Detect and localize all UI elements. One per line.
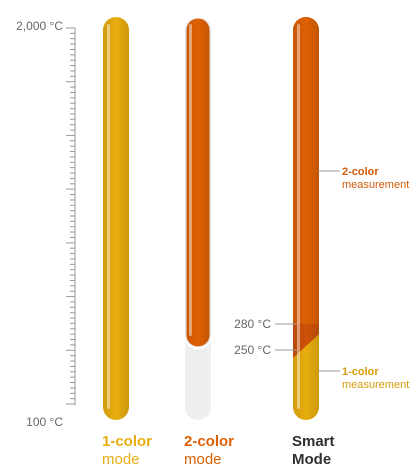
threshold-250-label: 250 °C [234, 343, 271, 357]
temperature-scale: 2,000 °C 100 °C [16, 19, 76, 429]
two-color-mode-bar [183, 15, 213, 420]
smart-mode-bar [293, 17, 319, 420]
caption-one-color-mode: 1-color mode [102, 433, 152, 468]
caption-one-color-light: mode [102, 451, 140, 468]
annotation-lower-light: measurement [342, 379, 409, 391]
caption-two-color-bold: 2-color [184, 433, 234, 450]
one-color-mode-bar [103, 17, 129, 420]
one-color-bar-highlight [107, 24, 110, 409]
threshold-280: 280 °C [234, 317, 297, 331]
caption-two-color-light: mode [184, 451, 222, 468]
smart-bar-highlight [297, 24, 300, 409]
annotation-lower-bold: 1-color [342, 366, 379, 378]
scale-bottom-label: 100 °C [26, 415, 63, 429]
caption-smart-light: Mode [292, 451, 331, 468]
threshold-250: 250 °C [234, 343, 297, 357]
two-color-inactive-range [185, 336, 211, 420]
scale-ticks [66, 27, 75, 405]
caption-one-color-bold: 1-color [102, 433, 152, 450]
annotation-upper-bold: 2-color [342, 166, 379, 178]
annotation-upper-light: measurement [342, 179, 409, 191]
threshold-280-label: 280 °C [234, 317, 271, 331]
caption-smart-bold: Smart [292, 433, 335, 450]
annotation-two-color-measurement: 2-color measurement [318, 166, 409, 191]
caption-smart-mode: Smart Mode [292, 433, 335, 468]
scale-top-label: 2,000 °C [16, 19, 63, 33]
two-color-bar-highlight [189, 24, 192, 336]
annotation-one-color-measurement: 1-color measurement [318, 366, 409, 391]
caption-two-color-mode: 2-color mode [184, 433, 234, 468]
